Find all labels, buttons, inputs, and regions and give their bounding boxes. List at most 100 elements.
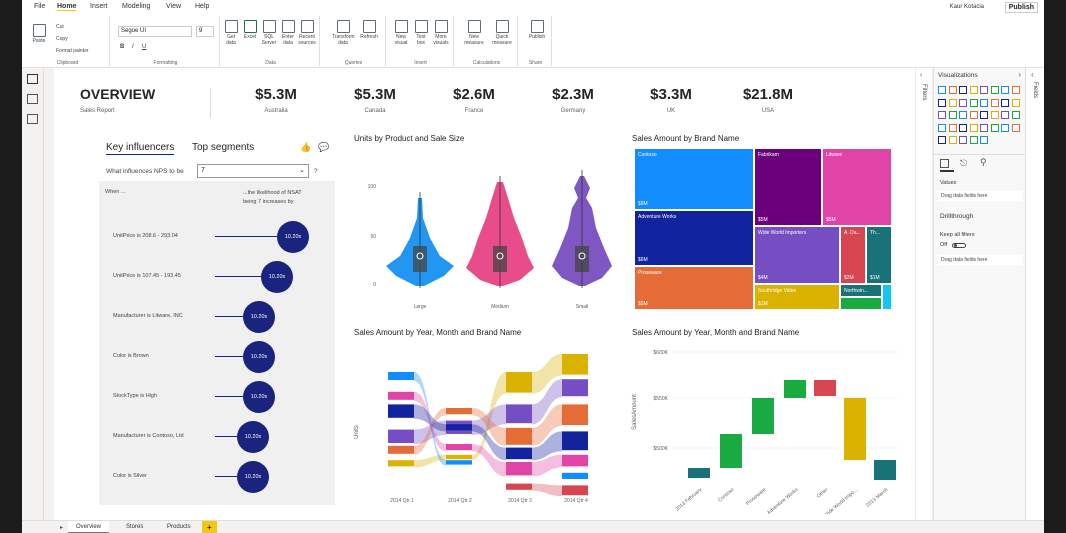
data-view-icon[interactable] (27, 94, 38, 104)
visual-type-icon[interactable] (959, 86, 967, 94)
fields-tab-icon[interactable] (940, 159, 949, 168)
visual-type-icon[interactable] (969, 98, 978, 107)
excel-button[interactable]: Excel (241, 20, 259, 40)
visual-type-icon[interactable] (969, 86, 978, 94)
visual-type-icon[interactable] (948, 123, 957, 132)
treemap-tile[interactable] (840, 297, 882, 310)
thumbs-up-icon[interactable]: 👍 (300, 142, 312, 152)
treemap-tile[interactable]: Northwin... (840, 284, 882, 297)
visual-type-icon[interactable] (969, 136, 978, 144)
more-visuals-button[interactable]: More visuals (432, 20, 450, 46)
ki-value-select[interactable]: 7 ⌄ (197, 164, 309, 178)
tab-top-segments[interactable]: Top segments (192, 142, 255, 153)
publish-button[interactable]: Publish (1004, 2, 1038, 13)
visual-type-icon[interactable] (938, 111, 946, 119)
visual-type-icon[interactable] (1001, 123, 1009, 132)
report-view-icon[interactable] (27, 74, 38, 84)
visual-type-icon[interactable] (969, 111, 978, 119)
enter-data-button[interactable]: Enter data (279, 20, 297, 46)
visual-type-icon[interactable] (959, 136, 967, 144)
visual-type-icon[interactable] (980, 136, 988, 144)
menu-modeling[interactable]: Modeling (122, 3, 151, 10)
visual-type-icon[interactable] (980, 111, 988, 119)
feedback-icon[interactable]: 💬 (318, 142, 330, 152)
visual-type-icon[interactable] (1011, 111, 1020, 119)
visual-type-icon[interactable] (948, 98, 957, 107)
treemap-chart[interactable]: Contoso $9M Adventure Works $6M Proseware $… (634, 148, 892, 310)
filters-label[interactable]: Filters (921, 84, 927, 101)
treemap-tile[interactable]: Th... $1M (866, 226, 892, 284)
influencer-bubble[interactable]: 10.20x (237, 421, 269, 453)
visual-type-icon[interactable] (1001, 86, 1009, 94)
violin-chart[interactable]: 100 50 0 Large Medium Small (354, 148, 614, 318)
treemap-tile[interactable]: Wide World Importers $4M (754, 226, 840, 284)
influencer-bubble[interactable]: 10.20x (243, 381, 275, 413)
treemap-tile[interactable]: Southridge Video $1M (754, 284, 840, 310)
visual-type-icon[interactable] (980, 98, 988, 107)
drillthrough-drop-well[interactable]: Drag data fields here (938, 255, 1022, 265)
refresh-button[interactable]: Refresh (358, 20, 380, 40)
user-name[interactable]: Kaur Kotacia (949, 4, 984, 10)
visual-type-icon[interactable] (990, 111, 999, 119)
visual-type-icon[interactable] (990, 98, 999, 107)
menu-file[interactable]: File (34, 3, 46, 10)
menu-insert[interactable]: Insert (90, 3, 108, 10)
visual-type-icon[interactable] (969, 123, 978, 132)
font-family-select[interactable]: Segoe UI (118, 26, 192, 37)
recent-sources-button[interactable]: Recent sources (298, 20, 316, 46)
treemap-tile[interactable]: Proseware $5M (634, 266, 754, 310)
tab-stores[interactable]: Stores (126, 524, 144, 530)
influencer-bubble[interactable]: 10.20x (243, 301, 275, 333)
help-icon[interactable]: ? (314, 168, 318, 175)
influencer-bubble[interactable]: 10.20x (243, 341, 275, 373)
influencer-bubble[interactable]: 10.20x (261, 261, 293, 293)
fields-label[interactable]: Fields (1032, 82, 1038, 99)
visual-type-icon[interactable] (990, 86, 999, 94)
visual-type-icon[interactable] (948, 111, 957, 119)
copy-button[interactable]: Copy (56, 36, 68, 42)
new-measure-button[interactable]: New measure (462, 20, 486, 46)
filters-collapsed-bar[interactable]: ‹ Filters (915, 68, 932, 520)
format-painter-button[interactable]: Format painter (56, 48, 89, 54)
waterfall-chart[interactable]: SalesAmount $600K $550K $500K 2013 Febru… (628, 342, 898, 514)
treemap-tile[interactable]: Litware $5M (822, 148, 892, 226)
influencer-bubble[interactable]: 10.20x (277, 221, 309, 253)
text-box-button[interactable]: Text box (412, 20, 430, 46)
new-visual-button[interactable]: New visual (392, 20, 410, 46)
menu-view[interactable]: View (166, 3, 182, 10)
visual-type-icon[interactable] (959, 111, 967, 119)
visual-type-icon[interactable] (1011, 86, 1020, 94)
influencer-row[interactable]: UnitPrice is 208.6 - 293.04 10.20x (99, 221, 335, 253)
visual-type-icon[interactable] (938, 86, 946, 94)
cut-button[interactable]: Cut (56, 24, 64, 30)
visual-type-icon[interactable] (1001, 111, 1009, 119)
ribbon-publish-button[interactable]: Publish (526, 20, 548, 40)
visual-type-icon[interactable] (938, 136, 946, 144)
visual-type-icon[interactable] (990, 123, 999, 132)
influencer-row[interactable]: Manufacturer is Contoso, Ltd 10.20x (99, 421, 335, 453)
quick-measure-button[interactable]: Quick measure (490, 20, 514, 46)
visual-type-icon[interactable] (948, 136, 957, 144)
treemap-tile[interactable]: Fabrikam $5M (754, 148, 822, 226)
visual-type-icon[interactable] (1011, 123, 1020, 132)
influencer-bubble[interactable]: 10.20x (237, 461, 269, 493)
sql-server-button[interactable]: SQL Server (260, 20, 278, 46)
treemap-tile[interactable]: Contoso $9M (634, 148, 754, 210)
visual-type-icon[interactable] (1001, 98, 1009, 107)
analytics-icon[interactable]: ⚲ (980, 157, 987, 167)
visual-type-icon[interactable] (959, 123, 967, 132)
influencer-row[interactable]: Color is Brown 10.20x (99, 341, 335, 373)
ribbon-chart[interactable]: Units 2014 Qtr 1 2014 Qtr 2 2014 Qtr 3 2… (350, 342, 610, 514)
model-view-icon[interactable] (27, 114, 38, 124)
visual-type-icon[interactable] (938, 123, 946, 132)
influencer-row[interactable]: UnitPrice is 107.45 - 193.45 10.20x (99, 261, 335, 293)
visual-type-icon[interactable] (980, 86, 988, 94)
transform-data-button[interactable]: Transform data (332, 20, 355, 46)
font-size-select[interactable]: 9 (196, 26, 214, 37)
get-data-button[interactable]: Get data (222, 20, 240, 46)
menu-help[interactable]: Help (195, 3, 210, 10)
visual-type-icon[interactable] (1011, 98, 1020, 107)
chevron-right-icon[interactable]: › (1018, 70, 1021, 79)
bold-button[interactable]: B (120, 44, 125, 50)
keep-filters-toggle[interactable] (952, 243, 966, 248)
